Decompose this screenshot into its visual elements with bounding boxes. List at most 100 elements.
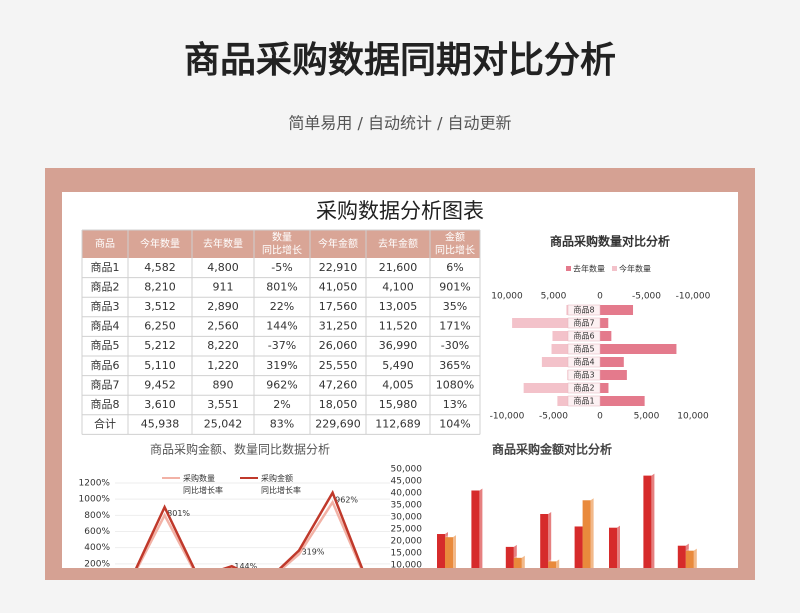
category-label: 商品5 (573, 344, 594, 354)
table-header: 去年数量 (203, 237, 243, 250)
legend-label: 去年数量 (573, 264, 605, 274)
table-cell: 4,100 (382, 280, 414, 293)
y-tick-label: 400% (84, 543, 110, 553)
table-cell: 3,610 (144, 398, 176, 411)
table-header: 同比增长 (262, 244, 302, 257)
y-tick-label: 1200% (79, 479, 111, 489)
data-label: 962% (335, 496, 358, 505)
table-cell: 8,220 (207, 339, 239, 352)
bar-side (617, 525, 620, 568)
bar (600, 370, 627, 380)
bar (445, 535, 456, 568)
category-box (567, 395, 601, 407)
table-cell: 2,560 (207, 320, 239, 333)
bar (685, 548, 697, 568)
table-cell: 4,582 (144, 261, 176, 274)
y-tick-label: 35,000 (391, 501, 423, 511)
category-box (567, 343, 601, 355)
data-label: 801% (167, 509, 190, 518)
table-cell: 5,212 (144, 339, 176, 352)
y-tick-label: 200% (84, 559, 110, 569)
table-cell: 1,220 (207, 359, 239, 372)
bar (600, 318, 609, 328)
y-tick-label: 45,000 (391, 477, 423, 487)
table-cell: 商品2 (91, 279, 120, 293)
bar-top (505, 544, 517, 547)
category-label: 商品3 (573, 370, 594, 380)
bar (582, 498, 594, 568)
panel-title: 采购数据分析图表 (316, 199, 484, 223)
bar-top (685, 548, 697, 551)
table-cell: 商品6 (91, 358, 120, 372)
bar-top (643, 473, 655, 476)
table-header: 今年金额 (318, 237, 358, 250)
x-tick-label: 5,000 (634, 412, 660, 422)
bar (512, 318, 600, 328)
x-tick-label: -5,000 (539, 412, 568, 422)
bar-top (582, 498, 594, 501)
bar-side (693, 548, 697, 568)
table-cell: 104% (439, 418, 470, 431)
bottom-charts: 200%400%600%800%1000%1200%-5%801%22%144%… (79, 465, 697, 569)
y-tick-label: 40,000 (391, 489, 423, 499)
table-cell: 3,551 (207, 398, 239, 411)
y-tick-label: 25,000 (391, 525, 423, 535)
x-tick-label: -10,000 (490, 412, 525, 422)
chart-title: 商品采购金额、数量同比数据分析 (150, 442, 330, 457)
bar-face (513, 557, 522, 568)
table-header: 今年数量 (140, 237, 180, 250)
x2-tick-label: 0 (597, 292, 603, 302)
category-box (567, 304, 601, 316)
bar-side (453, 535, 456, 568)
line-series (135, 499, 363, 568)
legend-swatch (612, 266, 617, 271)
legend-swatch (566, 266, 571, 271)
bar-face (609, 527, 617, 568)
category-label: 商品1 (573, 396, 594, 406)
bar (600, 396, 645, 406)
table-cell: 26,060 (319, 339, 358, 352)
table-cell: 9,452 (144, 378, 176, 391)
table-cell: 1080% (436, 378, 474, 391)
table-cell: 17,560 (319, 300, 358, 313)
bar (600, 383, 609, 393)
table-cell: 13,005 (379, 300, 418, 313)
y-tick-label: 600% (84, 527, 110, 537)
table-cell: 15,980 (379, 398, 418, 411)
bar (540, 512, 552, 568)
y-tick-label: 15,000 (391, 549, 423, 559)
bar (643, 473, 655, 568)
table-cell: -5% (271, 261, 292, 274)
table-cell: 229,690 (315, 418, 361, 431)
table-cell: 合计 (94, 417, 116, 431)
bar-top (548, 559, 560, 562)
table-cell: 962% (266, 378, 297, 391)
page-subtitle: 简单易用 / 自动统计 / 自动更新 (288, 114, 511, 133)
table-cell: 22,910 (319, 261, 358, 274)
data-label: 319% (302, 548, 325, 557)
table-header: 同比增长 (435, 244, 475, 257)
table-cell: 4,800 (207, 261, 239, 274)
table-cell: 21,600 (379, 261, 418, 274)
table-header: 去年金额 (378, 237, 418, 250)
table-cell: 5,490 (382, 359, 414, 372)
table-cell: 171% (439, 320, 470, 333)
table-cell: 801% (266, 280, 297, 293)
bar-face (540, 514, 549, 568)
bar-top (609, 525, 620, 528)
category-label: 商品4 (573, 357, 594, 367)
bar-side (521, 555, 525, 568)
table-cell: 47,260 (319, 378, 358, 391)
table-cell: 4,005 (382, 378, 414, 391)
table-cell: 18,050 (319, 398, 358, 411)
table-cell: -37% (268, 339, 296, 352)
legend-label: 采购数量同比增长率 (183, 473, 223, 495)
table-cell: 2% (273, 398, 290, 411)
bar-top (437, 532, 448, 535)
bar (600, 331, 612, 341)
bar-top (677, 543, 689, 546)
bar-face (582, 500, 591, 568)
bar (548, 559, 560, 568)
table-cell: 22% (270, 300, 294, 313)
